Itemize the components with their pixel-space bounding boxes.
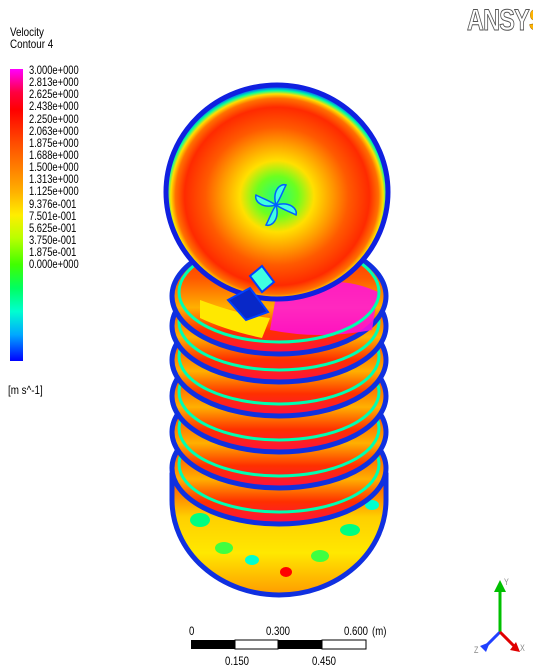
- scale-bar: [191, 639, 367, 650]
- logo-text-accent: S: [529, 4, 533, 37]
- baffle: [226, 264, 276, 322]
- legend-level: 3.000e+000: [29, 63, 79, 77]
- impeller-blades: [254, 183, 298, 227]
- scale-label-0600: 0.600: [344, 624, 369, 638]
- legend-level: 7.501e-001: [29, 208, 77, 223]
- legend-level: 1.875e-001: [29, 245, 77, 260]
- legend-level: 0.000e+000: [29, 257, 79, 272]
- scale-label-0450: 0.450: [312, 654, 337, 668]
- legend-color-bar: [10, 69, 23, 361]
- axis-x-label: X: [520, 643, 525, 653]
- legend-units: [m s^-1]: [8, 383, 43, 397]
- legend-level: 3.750e-001: [29, 232, 77, 247]
- top-plane-disk: [163, 82, 391, 302]
- legend-level: 2.625e+000: [29, 87, 79, 102]
- legend-level: 1.500e+000: [29, 160, 79, 175]
- legend-level: 5.625e-001: [29, 220, 77, 235]
- legend-level: 1.313e+000: [29, 172, 79, 187]
- legend-level: 2.063e+000: [29, 123, 79, 138]
- legend-level: 1.875e+000: [29, 135, 79, 150]
- legend-title-variable: Velocity: [10, 25, 44, 39]
- legend-level: 2.438e+000: [29, 99, 79, 114]
- axis-triad: [480, 580, 520, 652]
- legend-level-list: 3.000e+000 2.813e+000 2.625e+000 2.438e+…: [29, 64, 93, 270]
- scale-label-0150: 0.150: [225, 654, 250, 668]
- legend-title: Velocity Contour 4: [10, 26, 53, 50]
- bottom-low-velocity-patches: [190, 500, 379, 577]
- logo-text-main: ANSY: [467, 4, 530, 37]
- legend-level: 1.125e+000: [29, 184, 79, 199]
- axis-y-label: Y: [504, 577, 509, 587]
- scale-label-0: 0: [189, 624, 195, 638]
- scale-unit-label: (m): [372, 624, 387, 638]
- tank-body: [163, 82, 391, 598]
- legend-level: 2.813e+000: [29, 75, 79, 90]
- axis-z-label: Z: [474, 645, 479, 655]
- scale-label-0300: 0.300: [266, 624, 291, 638]
- legend-level: 1.688e+000: [29, 147, 79, 162]
- ansys-logo: ANSYS: [467, 4, 533, 37]
- legend-level: 9.376e-001: [29, 196, 77, 211]
- legend-title-contour: Contour 4: [10, 37, 54, 51]
- legend-level: 2.250e+000: [29, 111, 79, 126]
